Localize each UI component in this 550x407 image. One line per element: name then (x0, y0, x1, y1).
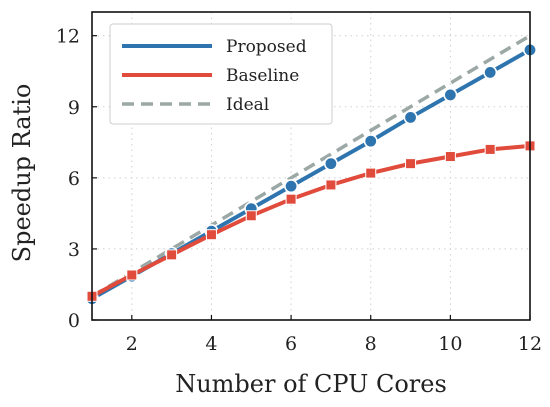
x-tick-label: 2 (126, 333, 138, 355)
x-axis-title: Number of CPU Cores (175, 370, 447, 398)
data-point-baseline (126, 269, 138, 281)
data-point-baseline (205, 229, 217, 241)
data-point-baseline (444, 151, 456, 163)
data-point-baseline (245, 210, 257, 222)
x-tick-label: 4 (205, 333, 217, 355)
legend-label-baseline: Baseline (226, 66, 299, 86)
data-point-baseline (365, 167, 377, 179)
data-point-baseline (325, 179, 337, 191)
data-point-baseline (166, 249, 178, 261)
series-line-baseline (91, 143, 531, 299)
series-layer (85, 34, 537, 306)
x-tick-label: 6 (285, 333, 297, 355)
data-point-baseline (405, 158, 417, 170)
data-point-baseline (484, 143, 496, 155)
legend: Proposed Baseline Ideal (109, 23, 333, 125)
data-point-proposed (483, 65, 498, 80)
legend-box (109, 23, 333, 125)
data-point-proposed (443, 87, 458, 102)
y-axis-title: Speedup Ratio (8, 84, 36, 263)
y-tick-labels: 0 3 6 9 12 (56, 26, 97, 332)
y-tick-label: 6 (68, 168, 80, 190)
x-tick-label: 8 (365, 333, 377, 355)
x-tick-label: 10 (438, 333, 462, 355)
y-tick-label: 9 (68, 97, 80, 119)
plot-frame (91, 11, 531, 321)
y-tick-label: 12 (56, 26, 80, 48)
data-point-proposed (323, 156, 338, 171)
data-point-proposed (284, 179, 299, 194)
y-tick-label: 0 (68, 310, 80, 332)
x-tick-labels: 2 4 6 8 10 12 (126, 315, 542, 355)
data-point-proposed (403, 110, 418, 125)
data-point-baseline (285, 193, 297, 205)
legend-label-ideal: Ideal (226, 95, 269, 115)
data-point-proposed (363, 134, 378, 149)
x-tick-label: 12 (518, 333, 542, 355)
legend-label-proposed: Proposed (226, 37, 307, 57)
y-tick-label: 3 (68, 239, 80, 261)
